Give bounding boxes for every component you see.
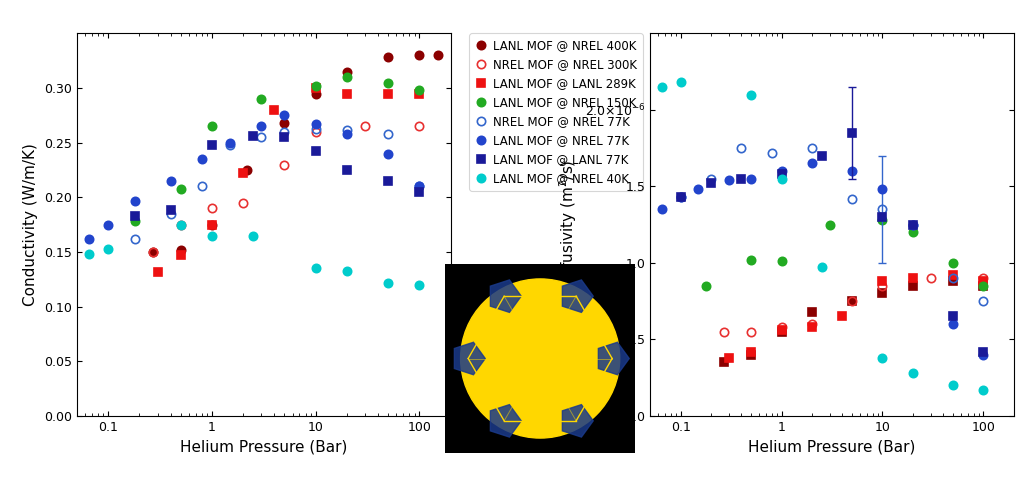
Polygon shape — [562, 280, 593, 312]
X-axis label: Helium Pressure (Bar): Helium Pressure (Bar) — [180, 439, 347, 454]
Polygon shape — [598, 342, 629, 375]
Polygon shape — [490, 405, 521, 437]
Y-axis label: Conductivity (W/m/K): Conductivity (W/m/K) — [24, 143, 38, 306]
Y-axis label: Diffusivity (m$^2$/s): Diffusivity (m$^2$/s) — [557, 160, 580, 290]
Polygon shape — [455, 342, 485, 375]
Circle shape — [461, 279, 620, 438]
Legend: LANL MOF @ NREL 400K, NREL MOF @ NREL 300K, LANL MOF @ LANL 289K, LANL MOF @ NRE: LANL MOF @ NREL 400K, NREL MOF @ NREL 30… — [469, 33, 643, 191]
Polygon shape — [490, 280, 521, 312]
X-axis label: Helium Pressure (Bar): Helium Pressure (Bar) — [749, 439, 915, 454]
Polygon shape — [562, 405, 593, 437]
